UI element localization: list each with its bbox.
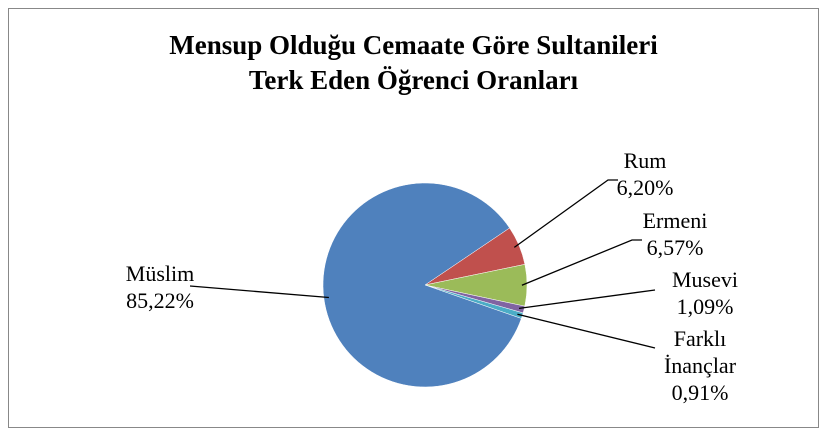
label-name: Rum [623, 148, 667, 173]
data-label: Rum 6,20% [610, 147, 680, 201]
label-value: 6,57% [646, 235, 704, 260]
leader-line [513, 179, 618, 248]
data-label: Müslim 85,22% [110, 260, 210, 314]
leader-line [517, 313, 656, 349]
label-name: Farklı İnançlar [663, 326, 737, 378]
data-label: Farklı İnançlar 0,91% [655, 325, 745, 406]
leader-line [189, 285, 329, 299]
pie-slice [322, 182, 522, 388]
leader-line [521, 239, 642, 286]
label-value: 1,09% [676, 294, 734, 319]
title-box: Mensup Olduğu Cemaate Göre Sultanileri T… [0, 28, 827, 98]
leader-line [518, 289, 656, 309]
data-label: Ermeni 6,57% [630, 207, 720, 261]
label-name: Musevi [672, 267, 738, 292]
label-value: 0,91% [671, 380, 729, 405]
label-name: Ermeni [642, 208, 708, 233]
data-label: Musevi 1,09% [660, 266, 750, 320]
label-value: 6,20% [616, 175, 674, 200]
chart-title: Mensup Olduğu Cemaate Göre Sultanileri T… [169, 30, 658, 95]
label-name: Müslim [125, 261, 195, 286]
label-value: 85,22% [126, 288, 194, 313]
